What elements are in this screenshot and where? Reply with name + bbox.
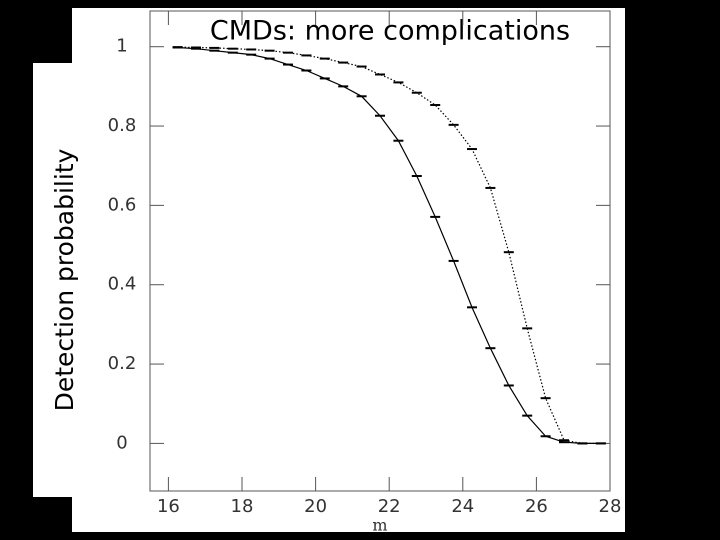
x-tick-label: 18	[231, 496, 254, 517]
x-tick-label: 24	[451, 496, 474, 517]
plot-frame	[149, 10, 611, 492]
x-axis-title: m	[372, 516, 387, 535]
x-tick-label: 20	[304, 496, 327, 517]
y-tick-label: 0.6	[108, 194, 137, 215]
x-tick-label: 28	[599, 496, 622, 517]
y-tick-label: 0	[116, 432, 127, 453]
chart-panel	[72, 8, 625, 532]
label-panel	[33, 63, 100, 497]
y-tick-label: 0.4	[108, 274, 137, 295]
chart-title: CMDs: more complications	[210, 16, 570, 47]
y-tick-label: 1	[116, 36, 127, 57]
x-tick-label: 22	[378, 496, 401, 517]
y-axis-title: Detection probability	[50, 148, 79, 411]
y-tick-label: 0.2	[108, 353, 137, 374]
x-tick-label: 16	[157, 496, 180, 517]
y-tick-label: 0.8	[108, 115, 137, 136]
x-tick-label: 26	[525, 496, 548, 517]
